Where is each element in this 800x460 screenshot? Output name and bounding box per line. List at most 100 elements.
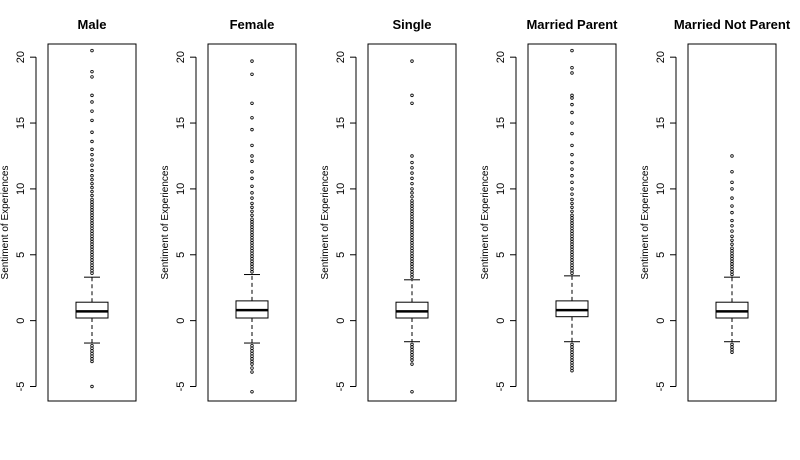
outlier-point — [90, 205, 94, 210]
panel-title: Married Not Parent — [674, 17, 791, 32]
outlier-point — [90, 168, 94, 173]
outlier-point — [410, 345, 414, 349]
outlier-point — [90, 237, 94, 241]
outlier-point — [90, 193, 94, 198]
outlier-point — [730, 257, 734, 261]
outlier-point — [570, 213, 574, 217]
outlier-point — [90, 221, 94, 225]
outlier-point — [570, 350, 574, 354]
outlier-point — [250, 349, 254, 353]
outlier-point — [250, 346, 254, 351]
outlier-point — [730, 267, 734, 271]
outlier-point — [90, 357, 94, 361]
outlier-point — [90, 203, 94, 207]
boxplot-panel: Married Not Parent -5 0 5 10 15 20 Sentiment of… — [640, 17, 791, 402]
outlier-point — [90, 351, 94, 356]
y-tick-label: 15 — [495, 117, 507, 129]
outlier-point — [410, 257, 414, 261]
outlier-point — [410, 267, 414, 271]
outlier-point — [250, 205, 254, 210]
outlier-point — [90, 258, 94, 262]
outlier-point — [90, 139, 94, 144]
outlier-point — [410, 212, 414, 216]
outlier-point — [410, 235, 414, 240]
y-tick-label: 10 — [15, 183, 27, 195]
panel-title: Male — [78, 17, 107, 32]
outlier-point — [570, 237, 574, 241]
outlier-point — [570, 66, 574, 70]
plot-frame — [687, 43, 777, 402]
boxplot-panel: Single -5 0 5 10 15 20 Sentiment of Experiences — [320, 17, 457, 402]
outlier-point — [730, 204, 734, 208]
outlier-point — [90, 271, 94, 275]
outlier-point — [570, 255, 574, 260]
outlier-point — [570, 369, 574, 373]
outlier-point — [410, 272, 414, 277]
outlier-point — [250, 101, 254, 105]
outlier-point — [250, 270, 254, 274]
outlier-point — [90, 268, 94, 273]
outlier-point — [250, 257, 254, 261]
y-axis-label: Sentiment of Experiences — [480, 166, 491, 280]
outlier-point — [90, 260, 94, 265]
outlier-point — [410, 59, 414, 63]
outlier-point — [570, 247, 574, 252]
outlier-point — [250, 116, 254, 120]
outlier-point — [90, 354, 94, 358]
outlier-point — [410, 355, 414, 360]
outlier-point — [570, 363, 574, 368]
outlier-point — [250, 170, 254, 174]
y-tick-label: 5 — [335, 252, 347, 258]
outlier-point — [570, 353, 574, 357]
outlier-point — [90, 266, 94, 270]
outlier-point — [90, 152, 94, 157]
outlier-point — [570, 96, 574, 100]
outlier-point — [410, 353, 414, 357]
plot-frame — [367, 43, 457, 402]
outlier-point — [90, 200, 94, 204]
y-tick-label: -5 — [15, 382, 27, 392]
y-tick-label: 20 — [15, 51, 27, 63]
outlier-point — [90, 197, 94, 202]
outlier-point — [90, 100, 94, 104]
outlier-point — [250, 127, 254, 132]
outlier-point — [570, 131, 574, 136]
outlier-point — [90, 384, 94, 389]
outlier-point — [730, 187, 734, 191]
outlier-point — [410, 251, 414, 256]
outlier-point — [90, 93, 94, 98]
outlier-point — [90, 185, 94, 190]
outlier-point — [570, 224, 574, 228]
outlier-point — [250, 351, 254, 356]
outlier-point — [250, 366, 254, 370]
outlier-point — [730, 170, 734, 174]
outlier-point — [730, 254, 734, 258]
y-tick-label: 10 — [175, 183, 187, 195]
outlier-point — [410, 390, 414, 394]
outlier-point — [410, 350, 414, 354]
outlier-point — [250, 184, 254, 188]
outlier-point — [250, 243, 254, 248]
box-iqr — [75, 301, 109, 319]
y-tick-label: 5 — [15, 252, 27, 258]
outlier-point — [250, 191, 254, 195]
y-tick-label: 20 — [495, 51, 507, 63]
outlier-point — [570, 231, 574, 236]
y-axis-label: Sentiment of Experiences — [0, 166, 11, 280]
outlier-point — [410, 181, 414, 186]
outlier-point — [570, 260, 574, 265]
outlier-point — [90, 229, 94, 233]
outlier-point — [90, 242, 94, 246]
panel-title: Single — [392, 17, 431, 32]
y-tick-label: 15 — [15, 117, 27, 129]
outlier-point — [90, 218, 94, 223]
outlier-point — [730, 246, 734, 250]
y-tick-label: 0 — [655, 318, 667, 324]
outlier-point — [570, 266, 574, 270]
outlier-point — [570, 192, 574, 196]
outlier-point — [250, 235, 254, 240]
outlier-point — [570, 205, 574, 210]
y-axis-label: Sentiment of Experiences — [640, 166, 651, 280]
outlier-point — [730, 229, 734, 233]
